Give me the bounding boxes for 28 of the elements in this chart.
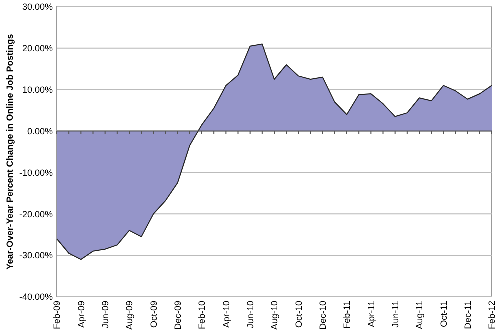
y-axis-title: Year-Over-Year Percent Change in Online Job Postings [5,34,16,270]
x-tick-label: Oct-09 [148,301,159,328]
x-tick-label: Dec-10 [318,301,328,330]
x-tick-label: Aug-11 [414,301,425,330]
x-tick-label: Aug-10 [270,301,280,330]
x-tick-label: Apr-11 [366,301,376,328]
x-tick-label: Jun-11 [390,301,400,328]
x-tick-label: Feb-09 [52,301,62,330]
x-tick-label: Feb-11 [342,301,352,329]
x-tick-label: Feb-10 [197,301,208,330]
x-tick-label: Oct-10 [294,301,304,328]
x-tick-label: Apr-10 [221,301,232,328]
x-tick-label: Dec-09 [172,301,183,330]
y-tick-label: -20.00% [19,209,53,220]
y-tick-label: 0.00% [27,126,53,136]
x-tick-label: Jun-09 [100,301,110,329]
x-tick-label: Apr-09 [76,301,86,328]
y-tick-label: -30.00% [19,250,53,261]
y-tick-label: 30.00% [22,2,53,12]
y-tick-label: 10.00% [22,85,53,96]
y-tick-label: -10.00% [19,168,53,178]
x-tick-label: Oct-11 [438,301,449,328]
x-tick-label: Jun-10 [245,301,256,329]
y-tick-label: 20.00% [22,44,53,54]
x-tick-label: Feb-12 [487,301,498,330]
x-tick-label: Dec-11 [462,301,473,330]
y-tick-label: -40.00% [19,292,53,302]
x-tick-label: Aug-09 [124,301,135,330]
